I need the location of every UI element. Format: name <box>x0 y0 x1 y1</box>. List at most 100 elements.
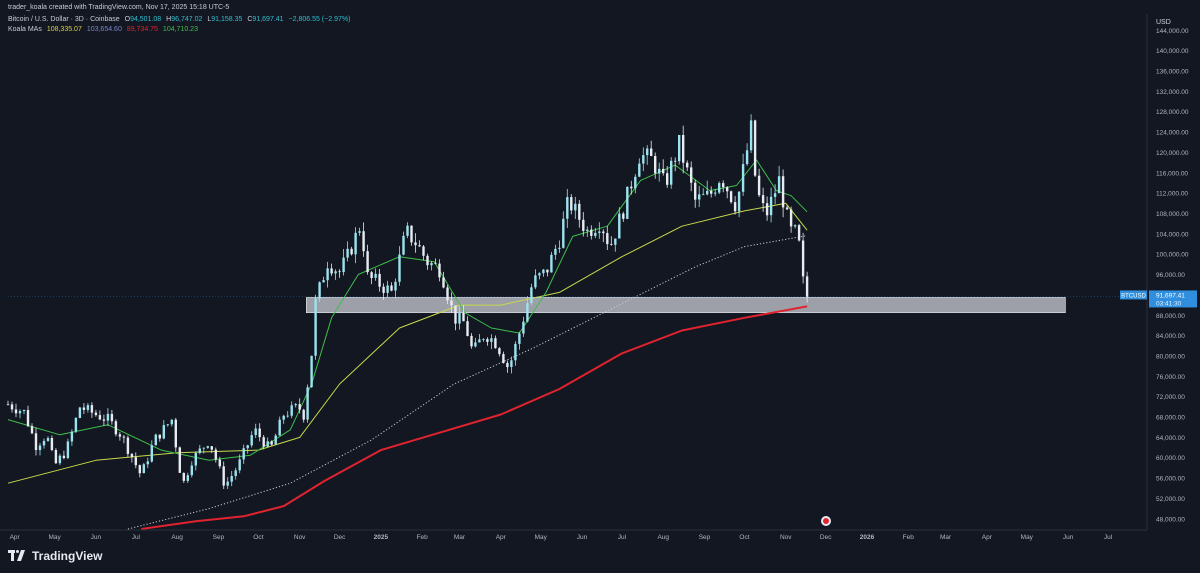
candle-body <box>622 213 625 219</box>
x-tick-label: 2026 <box>860 534 875 541</box>
indicator-name[interactable]: Koala MAs <box>8 26 42 33</box>
candle-body <box>406 225 409 236</box>
symbol-legend[interactable]: Bitcoin / U.S. Dollar · 3D · Coinbase O9… <box>8 16 353 23</box>
candle-body <box>674 160 677 162</box>
y-axis-unit: USD <box>1156 19 1171 26</box>
candle-body <box>418 245 421 247</box>
price-tag-countdown: 03:41:30 <box>1156 300 1182 307</box>
candle-body <box>230 476 233 482</box>
candle-body <box>126 437 130 454</box>
candle-body <box>30 426 34 434</box>
candle-body <box>658 168 661 174</box>
x-tick-label: Jul <box>618 534 627 541</box>
support-zone <box>306 297 1066 314</box>
candle-body <box>370 272 373 278</box>
candle-body <box>246 445 249 449</box>
x-tick-label: Jun <box>1063 534 1074 541</box>
candle-body <box>274 435 277 445</box>
candle-body <box>226 481 229 486</box>
x-tick-label: 2025 <box>374 534 389 541</box>
x-tick-label: Jun <box>91 534 102 541</box>
candle-body <box>610 244 613 245</box>
event-marker-icon[interactable] <box>821 516 831 526</box>
candle-body <box>66 441 70 458</box>
symbol-name[interactable]: Bitcoin / U.S. Dollar · 3D · Coinbase <box>8 16 120 23</box>
candle-body <box>550 254 553 273</box>
candle-body <box>745 150 749 165</box>
candle-body <box>130 453 134 458</box>
candle-body <box>218 459 221 467</box>
candle-body <box>578 203 581 220</box>
candle-body <box>54 450 58 464</box>
candle-body <box>338 271 341 273</box>
candle-body <box>582 219 585 231</box>
candle-body <box>186 475 189 481</box>
candle-body <box>154 434 157 446</box>
candle-body <box>198 448 201 453</box>
tradingview-logo[interactable]: TradingView <box>8 549 102 563</box>
y-tick-label: 72,000.00 <box>1156 394 1185 401</box>
candle-body <box>430 262 433 266</box>
candle-body <box>526 303 529 322</box>
candle-body <box>530 287 533 304</box>
candle-body <box>62 455 66 459</box>
candle-body <box>342 257 345 273</box>
candle-body <box>558 247 561 249</box>
candle-body <box>134 457 137 466</box>
candle-body <box>354 232 357 255</box>
candle-body <box>502 354 505 363</box>
candle-body <box>801 240 805 277</box>
indicator-legend[interactable]: Koala MAs 108,335.07 103,654.60 89,734.7… <box>8 26 201 33</box>
candle-body <box>805 276 809 297</box>
candle-body <box>142 464 145 474</box>
candle-body <box>690 167 693 183</box>
candle-body <box>650 148 653 156</box>
candle-body <box>666 173 669 185</box>
candle-body <box>714 192 717 194</box>
candle-body <box>586 229 589 231</box>
x-tick-label: May <box>48 534 61 541</box>
candle-body <box>729 191 733 203</box>
candle-body <box>777 176 781 194</box>
y-tick-label: 116,000.00 <box>1156 170 1188 177</box>
candle-body <box>242 448 245 460</box>
candle-body <box>358 231 361 233</box>
candle-body <box>42 440 46 446</box>
candle-body <box>570 197 573 211</box>
candle-body <box>642 155 645 164</box>
candle-body <box>194 453 197 466</box>
y-tick-label: 60,000.00 <box>1156 455 1185 462</box>
y-tick-label: 80,000.00 <box>1156 353 1185 360</box>
candle-body <box>238 459 241 471</box>
candle-body <box>158 434 161 439</box>
candle-body <box>330 268 333 274</box>
candle-body <box>718 183 721 193</box>
candle-body <box>206 446 209 448</box>
ma-line-ma-dotted <box>127 235 808 530</box>
candle-body <box>682 135 685 163</box>
x-tick-label: Oct <box>253 534 263 541</box>
tradingview-wordmark: TradingView <box>32 549 103 563</box>
candle-body <box>106 413 110 421</box>
candle-body <box>654 156 657 174</box>
candle-body <box>310 355 313 388</box>
y-tick-label: 136,000.00 <box>1156 68 1189 75</box>
candle-body <box>362 231 365 252</box>
candle-body <box>350 248 353 255</box>
candle-body <box>70 431 74 442</box>
candle-body <box>258 428 261 438</box>
candle-body <box>733 202 737 212</box>
y-tick-label: 128,000.00 <box>1156 109 1189 116</box>
candle-body <box>202 447 205 449</box>
candle-body <box>426 255 429 266</box>
candle-body <box>789 209 793 227</box>
candle-body <box>634 176 637 189</box>
candle-body <box>594 232 597 236</box>
candle-body <box>270 441 273 445</box>
candle-body <box>749 120 753 151</box>
candle-body <box>698 194 701 200</box>
x-tick-label: Dec <box>820 534 832 541</box>
y-tick-label: 56,000.00 <box>1156 476 1185 483</box>
candle-body <box>538 273 541 276</box>
